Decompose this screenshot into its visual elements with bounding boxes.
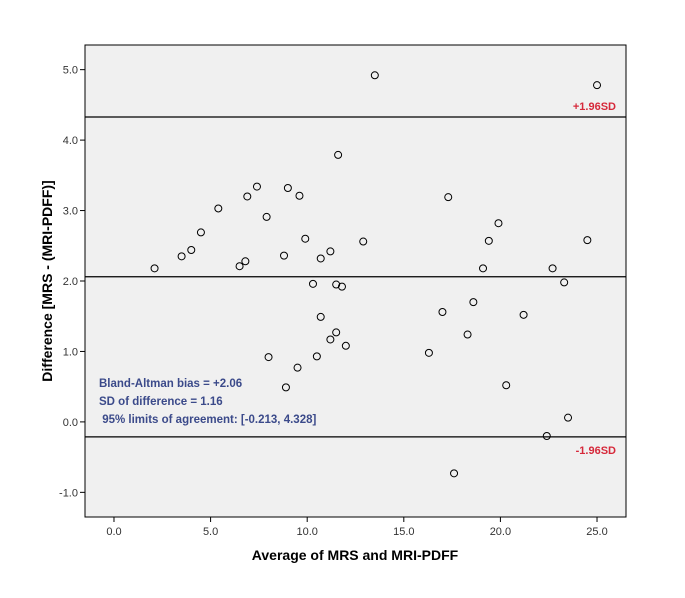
stats-annotation-line: Bland-Altman bias = +2.06 (99, 378, 242, 390)
data-point (264, 353, 273, 362)
data-point (177, 252, 186, 261)
data-point (564, 413, 573, 422)
data-point (332, 328, 341, 337)
data-point (301, 234, 310, 243)
data-point (542, 431, 551, 440)
data-point (469, 298, 478, 307)
data-point (280, 251, 289, 260)
x-tick-label: 5.0 (203, 526, 218, 538)
data-point (484, 236, 493, 245)
data-point (479, 264, 488, 273)
data-point (295, 191, 304, 200)
data-point (316, 312, 325, 321)
data-point (463, 330, 472, 339)
data-point (326, 247, 335, 256)
upper-limit-label: +1.96SD (573, 101, 616, 113)
x-tick-label: 25.0 (586, 526, 607, 538)
data-point (444, 193, 453, 202)
data-point (252, 182, 261, 191)
y-axis-ticks: -1.0 0.0 1.0 2.0 3.0 4.0 5.0 (59, 65, 85, 499)
data-point (150, 264, 159, 273)
x-axis-title: Average of MRS and MRI-PDFF (252, 547, 459, 563)
x-axis-ticks: 0.0 5.0 10.0 15.0 20.0 25.0 (106, 517, 608, 538)
data-point (593, 81, 602, 90)
data-point (519, 310, 528, 319)
data-point (341, 341, 350, 350)
y-tick-label: 1.0 (63, 346, 78, 358)
data-point (548, 264, 557, 273)
y-tick-label: 5.0 (63, 65, 78, 77)
data-point (502, 381, 511, 390)
data-point (359, 237, 368, 246)
stats-annotation-line: 95% limits of agreement: [-0.213, 4.328] (99, 414, 316, 426)
data-point (583, 236, 592, 245)
y-tick-label: 3.0 (63, 206, 78, 218)
stats-annotation: Bland-Altman bias = +2.06 SD of differenc… (99, 378, 316, 426)
reference-line-labels: +1.96SD -1.96SD (573, 101, 616, 457)
y-tick-label: -1.0 (59, 487, 78, 499)
data-point (326, 335, 335, 344)
data-point (370, 71, 379, 80)
data-point (494, 219, 503, 228)
y-axis-title: Difference [MRS - (MRI-PDFF)] (39, 180, 55, 381)
data-point (243, 192, 252, 201)
data-point (337, 282, 346, 291)
x-tick-label: 20.0 (490, 526, 511, 538)
stats-annotation-line: SD of difference = 1.16 (99, 396, 223, 408)
data-point (316, 254, 325, 263)
data-point (214, 204, 223, 213)
x-tick-label: 10.0 (296, 526, 317, 538)
x-tick-label: 0.0 (106, 526, 121, 538)
data-point (312, 352, 321, 361)
x-tick-label: 15.0 (393, 526, 414, 538)
data-point (293, 363, 302, 372)
data-point (334, 150, 343, 159)
data-point (241, 257, 250, 266)
lower-limit-label: -1.96SD (576, 445, 616, 457)
data-point (450, 469, 459, 478)
data-point (283, 184, 292, 193)
data-point (332, 280, 341, 289)
data-point (235, 262, 244, 271)
plot-area (84, 44, 627, 518)
data-point (262, 212, 271, 221)
data-point (308, 279, 317, 288)
y-tick-label: 4.0 (63, 135, 78, 147)
data-point (560, 278, 569, 287)
data-point (187, 246, 196, 255)
data-point (196, 228, 205, 237)
y-tick-label: 0.0 (63, 417, 78, 429)
data-point (438, 307, 447, 316)
data-points (150, 71, 602, 478)
data-point (424, 348, 433, 357)
data-point (281, 383, 290, 392)
y-tick-label: 2.0 (63, 276, 78, 288)
reference-lines (85, 116, 626, 438)
